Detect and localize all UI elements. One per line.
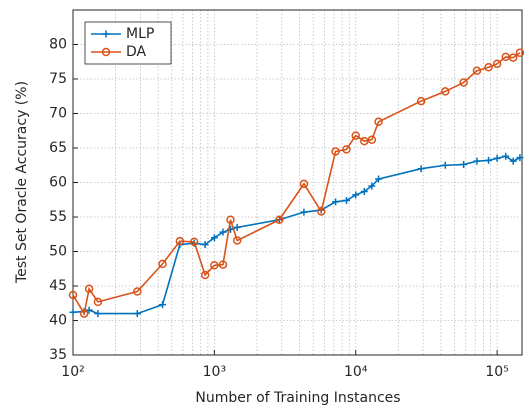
marker [69,308,77,316]
marker [175,236,185,246]
plot-frame [72,9,523,356]
marker [189,237,199,247]
marker [485,156,493,164]
x-tick-label: 10³ [203,364,226,380]
marker [342,145,351,154]
marker [515,48,525,58]
marker [516,154,524,162]
y-tick-label: 80 [49,37,67,53]
x-tick-label: 10⁵ [485,364,508,380]
marker [232,236,242,245]
marker [233,223,241,231]
marker [226,215,235,225]
marker [79,309,89,318]
marker [360,136,369,146]
marker [460,161,468,169]
marker [484,63,493,72]
y-axis-label: Test Set Oracle Accuracy (%) [14,81,30,284]
marker [210,234,218,242]
marker [200,270,210,280]
marker [133,310,141,318]
marker [472,66,482,75]
marker [93,297,103,307]
marker [416,96,426,106]
marker [508,53,518,62]
marker [459,78,468,87]
marker [352,191,360,199]
legend: MLP DA [84,21,172,65]
marker [332,198,340,206]
marker [374,117,383,127]
marker [502,152,510,160]
x-axis-label: Number of Training Instances [195,390,400,406]
marker [492,59,502,69]
legend-box [84,21,172,65]
marker [316,207,326,216]
marker [300,208,308,216]
marker [218,260,228,269]
x-tick-label: 10⁴ [344,364,368,380]
legend-label: MLP [126,26,154,42]
marker [367,135,377,144]
marker [159,301,167,309]
marker [68,290,78,300]
legend-label: DA [126,44,147,60]
marker [368,182,376,190]
marker [210,261,219,270]
line [72,52,521,316]
marker [158,259,167,269]
marker [351,131,360,140]
y-tick-label: 35 [49,347,67,363]
y-tick-label: 75 [49,71,67,87]
legend-marker [101,47,111,57]
marker [219,228,227,236]
marker [375,175,383,183]
y-tick-label: 70 [49,106,67,122]
y-tick-label: 40 [49,313,67,329]
marker [417,165,425,173]
y-tick-label: 65 [49,140,67,156]
marker [509,157,517,165]
y-tick-label: 60 [49,175,67,191]
marker [331,147,340,156]
marker [133,287,142,296]
marker [85,306,93,314]
marker [275,215,284,225]
marker [360,187,368,195]
marker [441,161,449,169]
y-tick-label: 50 [49,244,67,260]
marker [493,154,501,162]
marker [84,284,94,294]
y-tick-label: 45 [49,278,67,294]
x-tick-label: 10² [61,364,84,380]
y-tick-label: 55 [49,209,67,225]
marker [342,196,350,204]
marker [94,310,102,318]
marker [299,179,309,189]
marker [441,87,450,96]
legend-marker [102,30,110,38]
marker [201,241,209,249]
marker [473,157,481,165]
